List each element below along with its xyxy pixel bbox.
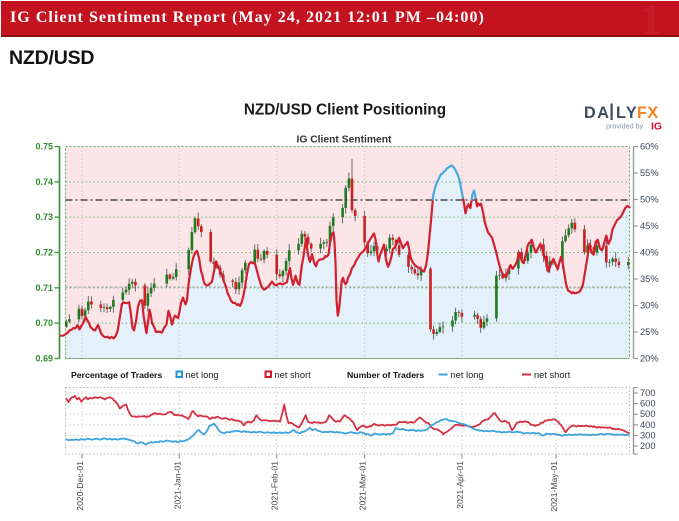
svg-text:2021-Feb-01: 2021-Feb-01 bbox=[270, 461, 280, 510]
svg-text:0.70: 0.70 bbox=[35, 318, 53, 328]
svg-text:2021-Jan-01: 2021-Jan-01 bbox=[172, 461, 182, 509]
svg-text:0.73: 0.73 bbox=[35, 212, 53, 222]
svg-text:net long: net long bbox=[186, 370, 219, 380]
svg-text:0.69: 0.69 bbox=[35, 354, 53, 364]
svg-text:40%: 40% bbox=[640, 248, 659, 258]
svg-text:2021-Apr-01: 2021-Apr-01 bbox=[455, 461, 465, 509]
svg-text:45%: 45% bbox=[640, 221, 659, 231]
svg-text:600: 600 bbox=[640, 399, 656, 409]
svg-text:50%: 50% bbox=[640, 195, 659, 205]
svg-text:35%: 35% bbox=[640, 274, 659, 284]
svg-text:0.71: 0.71 bbox=[35, 283, 53, 293]
svg-text:400: 400 bbox=[640, 420, 656, 430]
svg-text:25%: 25% bbox=[640, 327, 659, 337]
svg-text:Percentage of Traders: Percentage of Traders bbox=[71, 370, 162, 380]
svg-text:FX: FX bbox=[637, 104, 659, 122]
svg-text:55%: 55% bbox=[640, 168, 659, 178]
svg-text:2021-Mar-01: 2021-Mar-01 bbox=[358, 461, 368, 510]
svg-text:60%: 60% bbox=[640, 142, 659, 152]
svg-text:30%: 30% bbox=[640, 301, 659, 311]
svg-text:NZD/USD Client Positioning: NZD/USD Client Positioning bbox=[244, 102, 446, 119]
svg-text:500: 500 bbox=[640, 409, 656, 419]
svg-text:700: 700 bbox=[640, 388, 656, 398]
svg-text:300: 300 bbox=[640, 431, 656, 441]
svg-text:IG: IG bbox=[651, 121, 662, 133]
svg-text:IG Client Sentiment: IG Client Sentiment bbox=[297, 135, 393, 146]
svg-text:DA: DA bbox=[584, 104, 610, 122]
svg-text:0.72: 0.72 bbox=[35, 248, 53, 258]
svg-text:net long: net long bbox=[451, 370, 484, 380]
svg-text:Number of Traders: Number of Traders bbox=[347, 370, 424, 380]
svg-text:net short: net short bbox=[534, 370, 571, 380]
svg-text:LY: LY bbox=[616, 104, 638, 122]
svg-text:200: 200 bbox=[640, 441, 656, 451]
svg-text:0.74: 0.74 bbox=[35, 177, 53, 187]
svg-text:20%: 20% bbox=[640, 354, 659, 364]
svg-text:0.75: 0.75 bbox=[35, 142, 53, 152]
svg-text:provided by: provided by bbox=[606, 122, 644, 131]
svg-text:net short: net short bbox=[275, 370, 312, 380]
svg-text:2020-Dec-01: 2020-Dec-01 bbox=[75, 461, 85, 511]
svg-text:2021-May-01: 2021-May-01 bbox=[549, 461, 559, 512]
